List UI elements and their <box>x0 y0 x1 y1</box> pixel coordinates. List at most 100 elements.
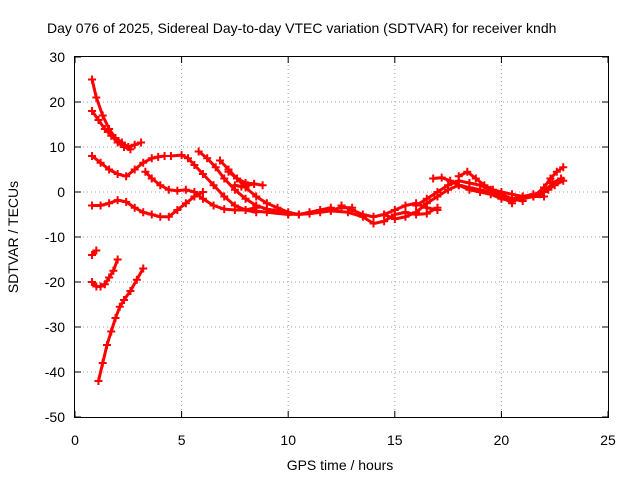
series-track-e <box>88 188 207 221</box>
data-point <box>429 174 438 183</box>
data-point <box>156 212 165 221</box>
data-point <box>102 341 111 349</box>
data-point <box>96 201 105 210</box>
data-point <box>390 206 399 214</box>
data-point <box>120 143 129 151</box>
data-point <box>488 185 497 194</box>
data-point <box>126 287 135 295</box>
data-point <box>446 176 455 185</box>
data-point <box>198 188 207 196</box>
data-point <box>92 93 101 102</box>
data-point <box>211 163 220 172</box>
data-point <box>305 209 314 218</box>
data-point <box>122 197 131 206</box>
data-point <box>88 152 97 160</box>
data-point <box>105 273 114 282</box>
data-point <box>190 192 199 201</box>
y-tick-label: -40 <box>45 364 65 380</box>
data-point <box>480 181 489 190</box>
data-point <box>209 201 218 210</box>
data-point <box>198 170 207 178</box>
data-point <box>540 183 549 192</box>
data-point <box>529 192 538 201</box>
series-track-s <box>535 176 568 199</box>
data-point <box>173 186 182 195</box>
data-point <box>220 174 229 183</box>
data-point <box>156 181 165 190</box>
data-point <box>198 194 207 203</box>
data-point <box>141 167 150 176</box>
x-axis-label: GPS time / hours <box>287 457 394 473</box>
data-point <box>164 212 173 221</box>
data-point <box>122 172 131 181</box>
data-point <box>559 176 568 185</box>
data-point <box>241 194 250 203</box>
y-tick-label: -20 <box>45 274 65 290</box>
data-point <box>173 206 182 214</box>
data-point <box>147 174 156 183</box>
data-point <box>130 165 139 174</box>
data-point <box>454 181 463 190</box>
data-point <box>181 199 190 208</box>
data-point <box>88 251 97 259</box>
data-point <box>130 140 139 149</box>
data-point <box>369 212 378 221</box>
data-point <box>113 170 122 178</box>
y-tick-label: 20 <box>49 94 65 110</box>
data-point <box>422 194 431 203</box>
data-point <box>433 188 442 196</box>
data-point <box>454 172 463 181</box>
data-point <box>412 201 421 210</box>
data-point <box>230 181 239 190</box>
data-point <box>535 190 544 199</box>
y-tick-label: -50 <box>45 409 65 425</box>
data-point <box>203 154 212 163</box>
data-point <box>132 275 141 284</box>
data-point <box>190 161 199 169</box>
data-point <box>183 154 192 163</box>
data-point <box>137 138 146 147</box>
data-point <box>94 377 103 385</box>
data-point <box>497 188 506 196</box>
data-point <box>463 167 472 176</box>
data-point <box>544 185 553 194</box>
series-track-q <box>508 174 566 203</box>
plot-frame <box>74 56 609 418</box>
x-tick-label: 0 <box>71 432 79 448</box>
series-line <box>169 153 258 214</box>
data-point <box>465 179 474 187</box>
data-point <box>139 208 148 217</box>
data-point <box>284 210 293 219</box>
data-point <box>139 264 148 273</box>
data-point <box>92 246 101 255</box>
data-point <box>130 203 139 212</box>
data-point <box>107 327 116 336</box>
y-tick-label: -10 <box>45 229 65 245</box>
y-axis-label: SDTVAR / TECUs <box>5 181 21 293</box>
data-point <box>88 201 97 210</box>
data-point <box>105 199 114 208</box>
data-point <box>139 158 148 167</box>
data-point <box>262 199 271 208</box>
data-point <box>337 201 346 210</box>
plot-area <box>88 75 568 385</box>
data-point <box>401 201 410 210</box>
data-point <box>98 359 107 367</box>
data-point <box>181 185 190 194</box>
data-point <box>471 174 480 183</box>
data-point <box>433 206 442 214</box>
data-point <box>465 185 474 194</box>
data-point <box>100 125 109 133</box>
data-point <box>105 165 114 174</box>
data-point <box>552 167 561 176</box>
data-point <box>380 217 389 226</box>
data-point <box>113 255 122 264</box>
data-point <box>224 167 233 176</box>
x-tick-label: 20 <box>494 432 510 448</box>
data-point <box>164 185 173 194</box>
data-point <box>243 181 252 190</box>
series-line <box>340 201 439 219</box>
data-point <box>98 111 107 120</box>
grid <box>75 57 608 417</box>
